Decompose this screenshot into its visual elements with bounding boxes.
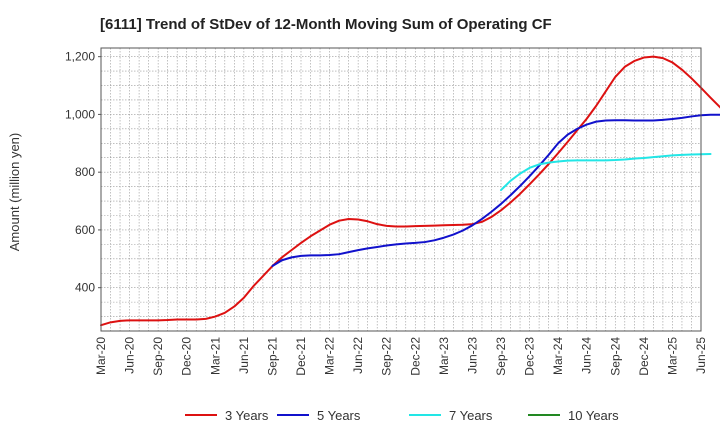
series-line-3-years bbox=[100, 55, 720, 327]
x-tick-label: Jun-20 bbox=[123, 337, 137, 374]
legend-label: 3 Years bbox=[225, 408, 269, 423]
x-tick-label: Dec-20 bbox=[180, 337, 194, 376]
series-line-7-years bbox=[500, 152, 712, 192]
y-tick-label: 1,200 bbox=[65, 50, 95, 64]
x-tick-label: Jun-24 bbox=[580, 337, 594, 374]
x-tick-label: Mar-21 bbox=[208, 337, 222, 375]
x-tick-label: Jun-23 bbox=[465, 337, 479, 374]
x-tick-label: Mar-25 bbox=[665, 337, 679, 375]
x-tick-label: Mar-20 bbox=[94, 337, 108, 375]
x-tick-label: Jun-22 bbox=[351, 337, 365, 374]
x-tick-label: Sep-22 bbox=[380, 337, 394, 376]
series-lines bbox=[100, 55, 720, 327]
x-tick-label: Jun-25 bbox=[694, 337, 708, 374]
x-tick-label: Dec-22 bbox=[408, 337, 422, 376]
x-tick-label: Dec-23 bbox=[523, 337, 537, 376]
y-tick-label: 600 bbox=[75, 223, 95, 237]
y-tick-label: 800 bbox=[75, 165, 95, 179]
chart-title: [6111] Trend of StDev of 12-Month Moving… bbox=[100, 16, 552, 33]
plot-frame bbox=[100, 47, 702, 332]
y-tick-label: 1,000 bbox=[65, 107, 95, 121]
x-tick-label: Sep-21 bbox=[265, 337, 279, 376]
x-tick-label: Sep-24 bbox=[608, 337, 622, 376]
x-tick-label: Mar-23 bbox=[437, 337, 451, 375]
y-axis-label: Amount (million yen) bbox=[7, 133, 22, 252]
x-tick-label: Sep-20 bbox=[151, 337, 165, 376]
y-tick-labels: 400 600 800 1,000 1,200 bbox=[65, 50, 101, 295]
x-tick-label: Mar-24 bbox=[551, 337, 565, 375]
legend-label: 7 Years bbox=[449, 408, 493, 423]
x-tick-label: Dec-24 bbox=[637, 337, 651, 376]
legend-label: 10 Years bbox=[568, 408, 619, 423]
grid bbox=[100, 48, 702, 331]
x-tick-label: Sep-23 bbox=[494, 337, 508, 376]
legend-label: 5 Years bbox=[317, 408, 361, 423]
x-tick-labels: Mar-20 Jun-20 Sep-20 Dec-20 Mar-21 Jun-21 Sep-… bbox=[94, 337, 708, 376]
legend: 3 Years 5 Years 7 Years 10 Years bbox=[185, 408, 619, 423]
x-tick-label: Jun-21 bbox=[237, 337, 251, 374]
y-tick-label: 400 bbox=[75, 281, 95, 295]
x-tick-label: Mar-22 bbox=[323, 337, 337, 375]
series-line-5-years bbox=[271, 113, 720, 268]
x-tick-label: Dec-21 bbox=[294, 337, 308, 376]
